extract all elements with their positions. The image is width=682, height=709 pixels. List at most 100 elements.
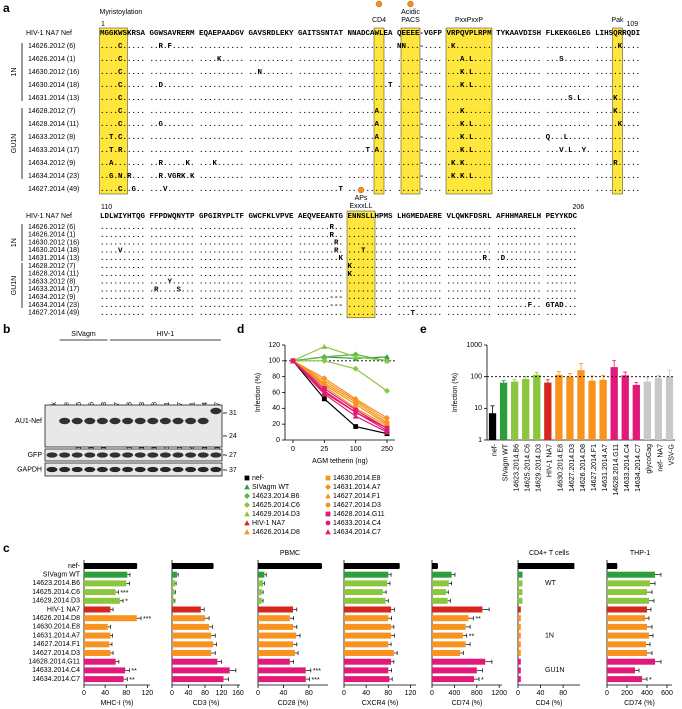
band [122,452,134,458]
reference-sequence: LDLWIYHTQG FFPDWQNYTP GPGIRYPLTF GWCFKLV… [100,213,578,221]
bar [518,641,521,648]
sample-sequence: ....C..... .......... .......... ..N....… [100,69,640,77]
legend-marker [325,502,331,508]
x-tick-label: 600 [661,690,673,697]
motif-label: Myristoylation [100,9,143,16]
bar [172,676,224,683]
bar [172,563,214,569]
band [134,466,146,473]
marker-label: 24 [229,433,237,440]
category-label: 14625.2014.C6 [32,589,80,596]
bar [84,615,137,622]
series-line [292,360,388,435]
point [321,343,328,349]
bar [344,667,389,674]
x-tick-label: 100 [350,446,362,453]
bar [344,623,392,630]
bar [172,571,177,578]
x-tick-label: 40 [101,690,109,697]
x-tick-label: 80 [305,690,313,697]
legend-label: HIV-1 NA7 [252,520,285,527]
bar [621,375,629,440]
bar [432,623,466,630]
x-tick-label: 80 [201,690,209,697]
phospho-dot [375,0,383,8]
band [84,466,96,473]
sample-sequence: .......... .......... .......... .......… [100,232,577,240]
sample-name: 14627.2014 (49) [28,310,79,317]
significance: ** [131,668,137,675]
band [71,466,83,473]
legend-label: SIVagm WT [252,484,290,491]
point [290,357,296,364]
x-axis-label: CD74 (%) [452,700,483,707]
position-label: 109 [627,21,639,28]
bar [344,641,389,648]
band [159,466,171,473]
band [122,466,134,473]
band [109,452,121,458]
protein-label: AU1-Nef [15,418,42,425]
sample-sequence: .......... .......... .......... .......… [100,271,577,279]
legend-label: 14634.2014.C7 [333,529,381,536]
blot-panel [44,404,223,448]
bar [518,667,521,674]
x-tick-label: 0 [291,446,295,453]
sample-name: 14634.2014 (23) [28,173,79,180]
bar [84,606,111,613]
band [96,452,108,458]
protein-label: GFP [28,452,43,459]
x-tick-label: VSV-G [668,444,675,465]
point [353,424,359,429]
bar [172,667,230,674]
bar [432,650,460,656]
bar [172,589,175,596]
x-tick-label: 250 [381,446,393,453]
series-line [292,360,388,433]
category-label: 14628.2014.G11 [28,659,80,666]
y-tick-label: 1000 [466,342,482,349]
x-tick-label: 80 [559,690,567,697]
bar [610,367,618,440]
band [46,452,58,458]
bar [344,650,394,656]
bar [258,563,322,569]
bar [499,382,508,440]
sample-name: 14630.2012 (16) [28,239,79,246]
bar [607,580,650,587]
x-tick-label: 120 [142,690,154,697]
band [122,417,134,425]
sample-name: 14630.2012 (16) [28,69,79,76]
bar [258,606,293,613]
category-label: 14631.2014.A7 [33,632,81,639]
legend-marker [244,475,250,481]
band [159,417,171,425]
bar [599,379,607,440]
bar [258,597,262,604]
bar [607,676,642,683]
bar [172,650,212,656]
bar [607,632,649,639]
point [384,414,390,421]
x-tick-label: 400 [641,690,653,697]
bar [172,641,214,648]
y-tick-label: 100 [470,374,482,381]
y-axis-label: Infection (%) [452,373,459,412]
sample-name: 14628.2012 (7) [28,263,75,270]
bar [258,650,295,656]
bar [518,571,523,578]
bar [84,632,111,639]
bar [344,606,392,613]
series-line [292,345,388,362]
legend-label: 14630.2014.E8 [333,475,381,482]
significance: ** [469,633,475,640]
x-axis-label: CD3 (%) [193,700,220,707]
bar [607,667,635,674]
x-tick-label: 14631.2014.A7 [602,444,609,492]
x-tick-label: 800 [471,690,483,697]
point [321,357,328,364]
bar [533,374,541,440]
bar [84,563,137,569]
x-tick-label: 14629.2014.D3 [536,444,543,492]
band [172,466,184,473]
